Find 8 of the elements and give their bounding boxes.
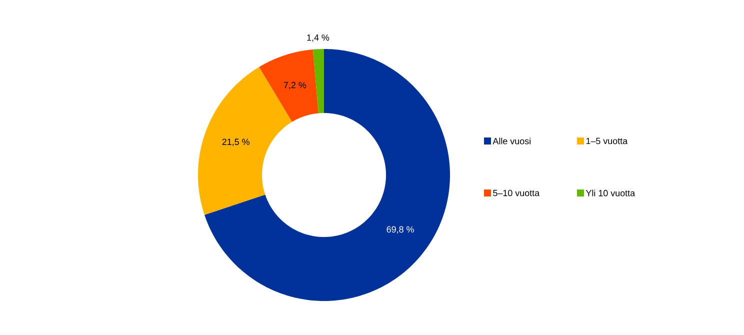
data-label: 21,5 % [222, 138, 250, 146]
legend-label: Alle vuosi [492, 138, 530, 144]
legend-label: 5–10 vuotta [493, 190, 540, 196]
legend-label: 1–5 vuotta [586, 138, 628, 144]
data-label: 69,8 % [386, 226, 414, 234]
legend-label: Yli 10 vuotta [586, 190, 636, 196]
data-label: 1,4 % [307, 34, 330, 42]
data-label: 7,2 % [284, 82, 306, 90]
